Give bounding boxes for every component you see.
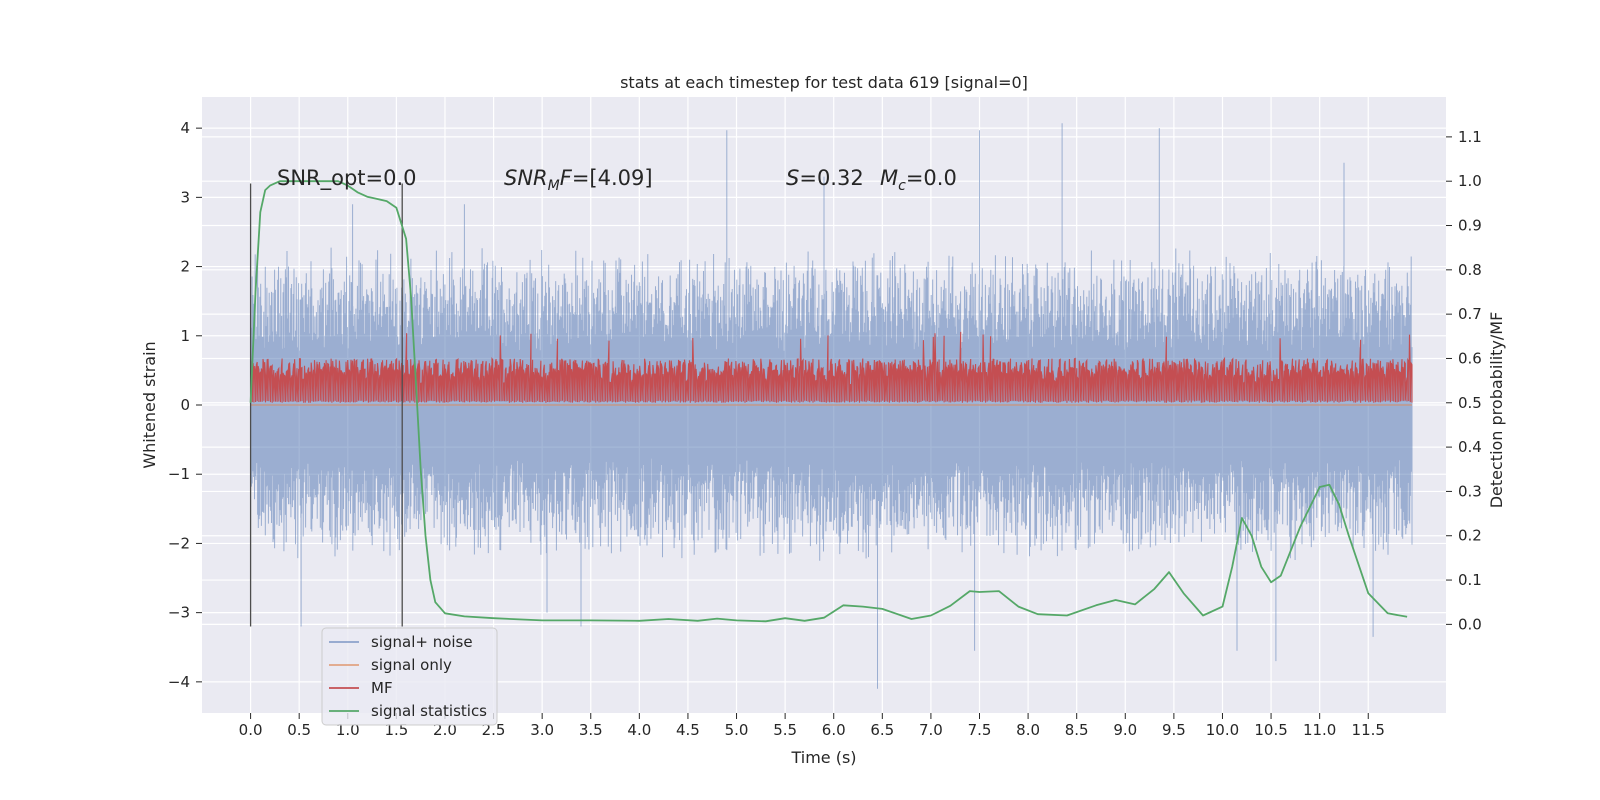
y-tick-label-right: 0.6 xyxy=(1458,349,1482,367)
annotation-snr-opt: SNR_opt=0.0 xyxy=(277,166,417,191)
x-tick-label: 11.0 xyxy=(1303,721,1336,739)
y-tick-label-left: 3 xyxy=(180,188,190,206)
x-axis-label: Time (s) xyxy=(790,748,856,767)
series-mf-line xyxy=(250,331,1413,403)
x-tick-label: 3.0 xyxy=(530,721,554,739)
x-tick-label: 8.5 xyxy=(1065,721,1089,739)
x-tick-label: 11.5 xyxy=(1352,721,1385,739)
legend-label-signal-statistics: signal statistics xyxy=(371,702,487,720)
x-tick-label: 4.5 xyxy=(676,721,700,739)
y-tick-label-right: 0.9 xyxy=(1458,217,1482,235)
legend-label-mf: MF xyxy=(371,679,393,697)
x-tick-label: 7.5 xyxy=(968,721,992,739)
y-tick-label-right: 1.0 xyxy=(1458,172,1482,190)
series-signal-statistics-line xyxy=(249,180,1408,623)
y-tick-label-right: 0.0 xyxy=(1458,615,1482,633)
y-tick-label-left: 4 xyxy=(180,119,190,137)
x-tick-label: 3.5 xyxy=(579,721,603,739)
y-tick-label-left: −4 xyxy=(168,673,190,691)
y-tick-label-right: 1.1 xyxy=(1458,128,1482,146)
y-tick-label-left: 1 xyxy=(180,327,190,345)
y-tick-label-right: 0.7 xyxy=(1458,305,1482,323)
y-tick-label-left: 0 xyxy=(180,396,190,414)
y-tick-label-right: 0.5 xyxy=(1458,394,1482,412)
x-tick-label: 0.5 xyxy=(287,721,311,739)
x-tick-label: 4.0 xyxy=(627,721,651,739)
x-tick-label: 9.0 xyxy=(1113,721,1137,739)
x-tick-label: 10.5 xyxy=(1254,721,1287,739)
y-tick-label-right: 0.4 xyxy=(1458,438,1482,456)
x-tick-label: 6.0 xyxy=(822,721,846,739)
y-tick-label-left: 2 xyxy=(180,258,190,276)
x-tick-label: 6.5 xyxy=(870,721,894,739)
y-tick-label-left: −1 xyxy=(168,465,190,483)
y-tick-label-left: −3 xyxy=(168,604,190,622)
annotation-snr-mf: SNRMF=[4.09] xyxy=(504,166,653,194)
x-tick-label: 9.5 xyxy=(1162,721,1186,739)
x-tick-label: 10.0 xyxy=(1206,721,1239,739)
legend-box xyxy=(321,627,498,726)
axes-layer: 0.0 0.5 1.0 1.5 2.0 2.5 3.0 3.5 4.0 4.5 5.0 5.5 6.0 6… xyxy=(168,119,1482,739)
annotation-mc: Mc=0.0 xyxy=(880,166,957,194)
legend: signal+ noise signal only MF signal stat… xyxy=(321,627,498,726)
plot-layer xyxy=(249,123,1413,689)
y-tick-label-right: 0.3 xyxy=(1458,482,1482,500)
legend-label-signal-only: signal only xyxy=(371,656,452,674)
y-tick-label-left: −2 xyxy=(168,534,190,552)
x-tick-label: 8.0 xyxy=(1016,721,1040,739)
y-axis-label-left: Whitened strain xyxy=(140,341,159,468)
x-tick-label: 5.5 xyxy=(773,721,797,739)
x-tick-label: 7.0 xyxy=(919,721,943,739)
legend-label-signal-noise: signal+ noise xyxy=(371,633,473,651)
series-signal-noise-line xyxy=(250,123,1413,689)
y-tick-label-right: 0.1 xyxy=(1458,571,1482,589)
y-tick-label-right: 0.2 xyxy=(1458,527,1482,545)
chart-title: stats at each timestep for test data 619… xyxy=(620,73,1028,92)
x-tick-label: 5.0 xyxy=(725,721,749,739)
x-tick-label: 0.0 xyxy=(239,721,263,739)
annotation-s: S=0.32 xyxy=(786,166,864,190)
y-tick-label-right: 0.8 xyxy=(1458,261,1482,279)
y-axis-label-right: Detection probability/MF xyxy=(1487,312,1506,509)
